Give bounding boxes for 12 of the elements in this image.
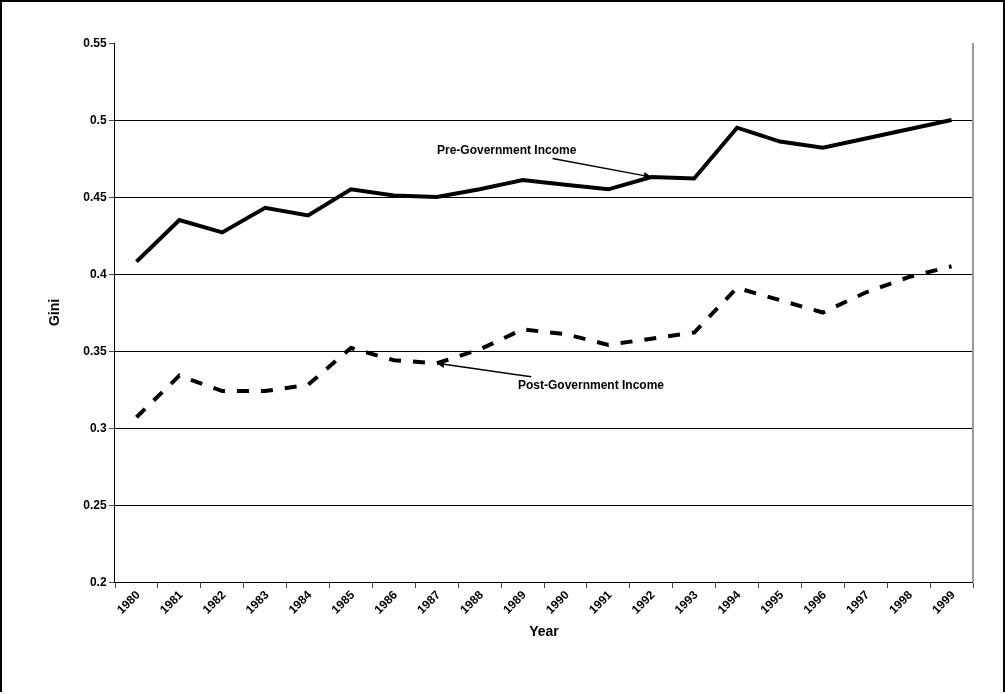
y-axis-title: Gini [45, 298, 62, 327]
y-tick-label: 0.5 [89, 113, 107, 128]
y-tick-label: 0.25 [83, 498, 107, 513]
x-axis-title: Year [529, 622, 560, 639]
y-tick-label: 0.2 [89, 575, 107, 590]
annotation: Pre-Government Income [437, 143, 577, 157]
y-tick-label: 0.3 [89, 421, 107, 436]
y-tick-label: 0.4 [89, 267, 107, 282]
y-tick-label: 0.45 [83, 190, 107, 205]
y-tick-label: 0.35 [83, 344, 107, 359]
annotation: Post-Government Income [518, 378, 665, 392]
y-tick-label: 0.55 [83, 36, 107, 51]
